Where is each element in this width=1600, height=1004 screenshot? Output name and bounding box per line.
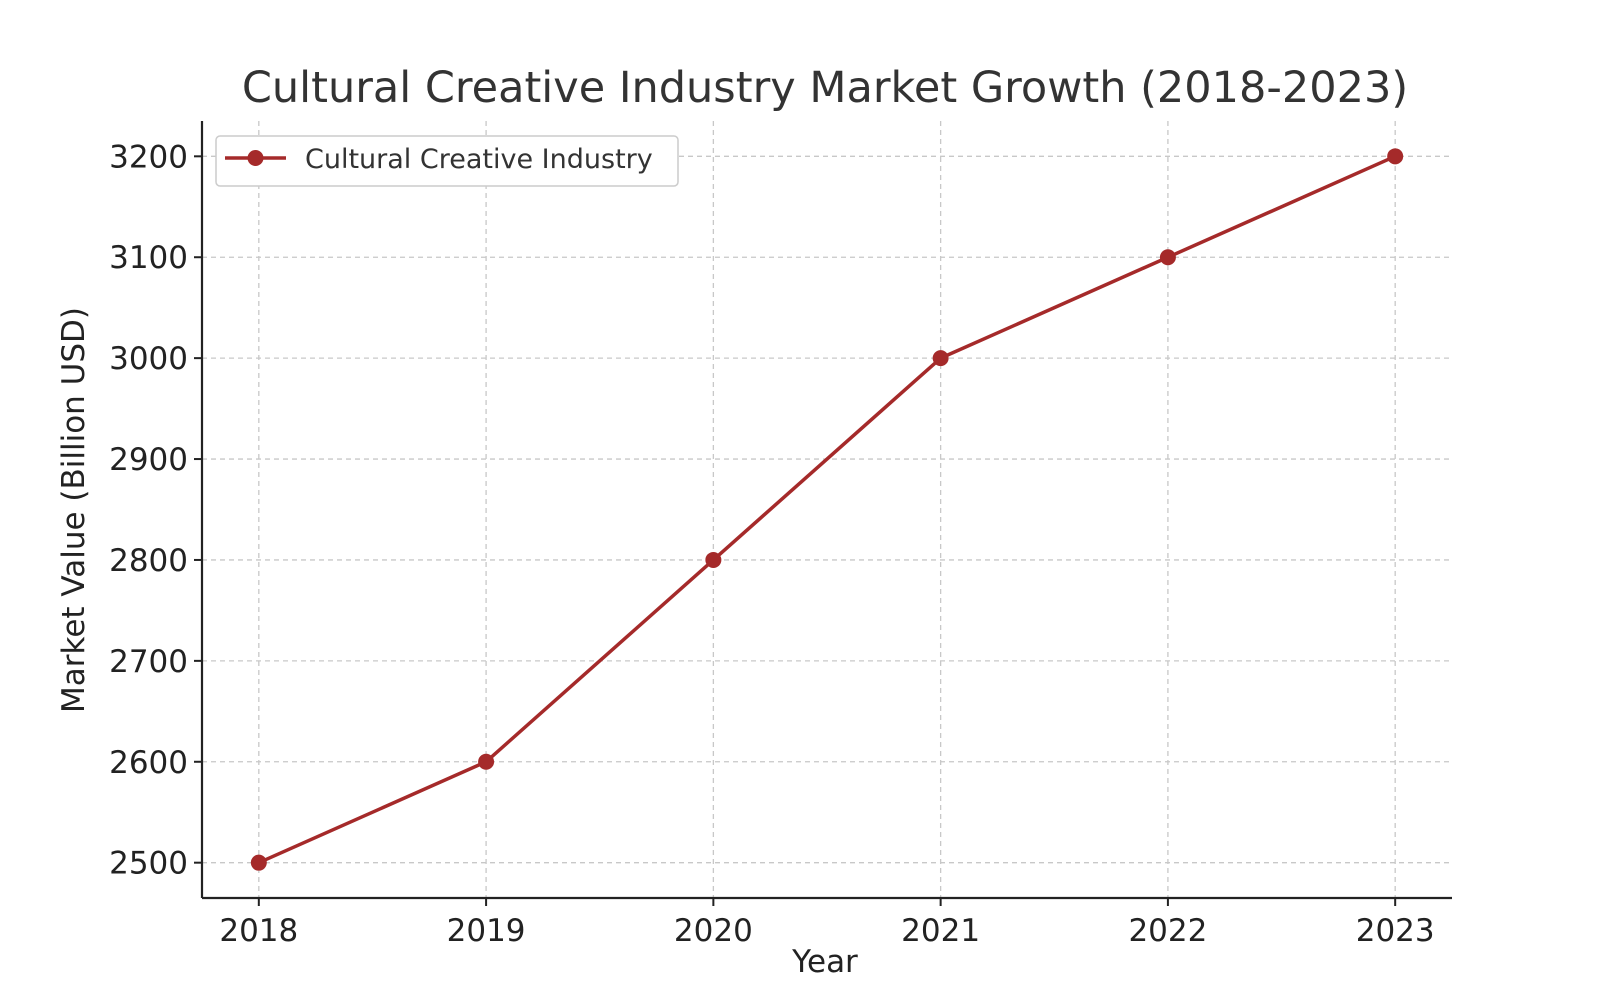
y-tick-label: 3000	[109, 341, 188, 377]
y-tick-label: 3100	[109, 240, 188, 276]
x-tick-label: 2022	[1128, 913, 1207, 949]
data-point	[250, 854, 267, 871]
series-line	[257, 154, 1397, 865]
x-tick-label: 2018	[219, 913, 298, 949]
y-axis-label: Market Value (Billion USD)	[56, 307, 92, 713]
data-point	[1387, 148, 1404, 165]
data-point	[932, 350, 949, 367]
y-tick-label: 2600	[109, 745, 188, 781]
x-tick-label: 2021	[901, 913, 980, 949]
y-tick-label: 2700	[109, 644, 188, 680]
legend-label: Cultural Creative Industry	[305, 144, 653, 175]
legend-marker-swatch	[247, 150, 264, 166]
ticks: 2018 2019 2020 2021 2022 2023 2500 2600 2700 2800…	[109, 139, 1435, 949]
data-point	[705, 551, 722, 568]
axes	[200, 121, 1452, 900]
grid	[202, 121, 1452, 898]
series	[250, 148, 1404, 871]
y-tick-label: 2900	[109, 442, 188, 478]
chart-title: Cultural Creative Industry Market Growth…	[242, 63, 1408, 113]
legend-box	[215, 135, 679, 187]
x-axis-label: Year	[791, 944, 858, 980]
data-point	[478, 753, 495, 770]
x-tick-label: 2019	[447, 913, 526, 949]
x-tick-label: 2020	[674, 913, 753, 949]
y-tick-label: 2500	[109, 846, 188, 882]
y-tick-label: 3200	[109, 139, 188, 175]
y-tick-label: 2800	[109, 543, 188, 579]
data-point	[1159, 249, 1176, 266]
x-tick-label: 2023	[1356, 913, 1435, 949]
legend: Cultural Creative Industry	[215, 135, 679, 187]
